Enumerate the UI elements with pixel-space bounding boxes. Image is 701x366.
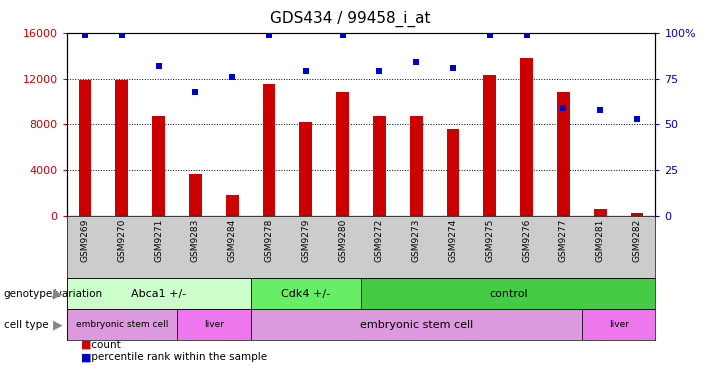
Text: GSM9279: GSM9279 <box>301 219 311 262</box>
Text: GSM9284: GSM9284 <box>228 219 237 262</box>
Point <box>521 32 532 38</box>
Point <box>632 116 643 122</box>
Text: ▶: ▶ <box>53 287 63 300</box>
Text: GSM9281: GSM9281 <box>596 219 605 262</box>
Bar <box>447 129 459 216</box>
Bar <box>79 80 91 216</box>
Text: genotype/variation: genotype/variation <box>4 289 102 299</box>
Text: GSM9273: GSM9273 <box>411 219 421 262</box>
Text: Abca1 +/-: Abca1 +/- <box>131 289 186 299</box>
Bar <box>520 58 533 216</box>
Text: ■: ■ <box>81 352 91 362</box>
Text: GSM9270: GSM9270 <box>117 219 126 262</box>
Text: GSM9275: GSM9275 <box>485 219 494 262</box>
Text: GDS434 / 99458_i_at: GDS434 / 99458_i_at <box>271 11 430 27</box>
Bar <box>251 278 361 309</box>
Text: count: count <box>88 340 121 350</box>
Text: liver: liver <box>608 320 629 329</box>
Text: liver: liver <box>204 320 224 329</box>
Text: GSM9280: GSM9280 <box>338 219 347 262</box>
Text: ▶: ▶ <box>53 318 63 331</box>
Text: cell type: cell type <box>4 320 48 330</box>
Point <box>447 65 458 71</box>
Point <box>411 59 422 65</box>
Bar <box>373 116 386 216</box>
Bar <box>226 195 238 216</box>
Bar <box>152 116 165 216</box>
Bar <box>557 93 570 216</box>
Point <box>116 32 128 38</box>
Point <box>153 63 164 69</box>
Point <box>79 32 90 38</box>
Bar <box>177 309 251 340</box>
Point <box>190 89 201 94</box>
Text: embryonic stem cell: embryonic stem cell <box>76 320 168 329</box>
Point <box>337 32 348 38</box>
Bar <box>263 85 275 216</box>
Point <box>300 68 311 74</box>
Bar <box>361 278 655 309</box>
Text: GSM9276: GSM9276 <box>522 219 531 262</box>
Text: GSM9283: GSM9283 <box>191 219 200 262</box>
Text: GSM9282: GSM9282 <box>632 219 641 262</box>
Bar <box>594 209 606 216</box>
Bar <box>631 213 644 216</box>
Text: GSM9269: GSM9269 <box>81 219 90 262</box>
Text: GSM9278: GSM9278 <box>264 219 273 262</box>
Point <box>594 107 606 113</box>
Bar <box>67 309 177 340</box>
Text: GSM9271: GSM9271 <box>154 219 163 262</box>
Point <box>484 32 496 38</box>
Bar <box>410 116 423 216</box>
Bar <box>251 309 582 340</box>
Point <box>558 105 569 111</box>
Point <box>264 32 275 38</box>
Text: percentile rank within the sample: percentile rank within the sample <box>88 352 267 362</box>
Bar <box>484 75 496 216</box>
Bar <box>299 122 312 216</box>
Text: GSM9274: GSM9274 <box>449 219 458 262</box>
Text: ■: ■ <box>81 340 91 350</box>
Bar <box>336 93 349 216</box>
Bar <box>116 80 128 216</box>
Bar <box>67 278 251 309</box>
Point <box>226 74 238 80</box>
Text: Cdk4 +/-: Cdk4 +/- <box>281 289 330 299</box>
Text: GSM9272: GSM9272 <box>375 219 384 262</box>
Text: control: control <box>489 289 528 299</box>
Text: GSM9277: GSM9277 <box>559 219 568 262</box>
Point <box>374 68 385 74</box>
Bar <box>189 173 202 216</box>
Text: embryonic stem cell: embryonic stem cell <box>360 320 473 330</box>
Bar <box>582 309 655 340</box>
